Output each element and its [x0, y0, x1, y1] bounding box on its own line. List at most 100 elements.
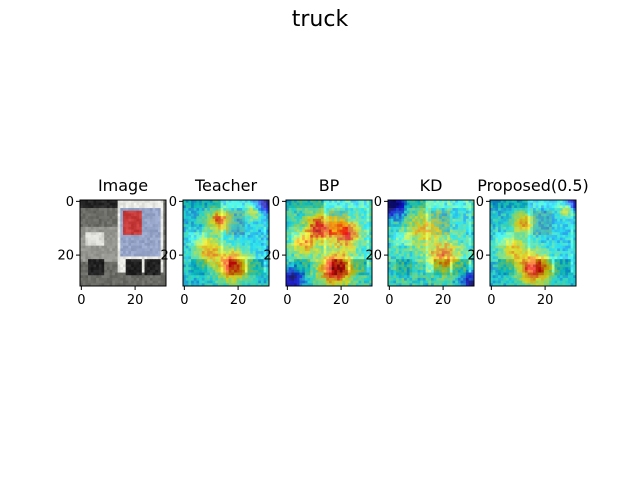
heatmap-cell	[508, 202, 512, 206]
heatmap-cell	[141, 218, 145, 222]
heatmap-cell	[369, 275, 373, 279]
heatmap-cell	[90, 202, 94, 206]
heatmap-cell	[288, 229, 292, 233]
heatmap-cell	[296, 205, 300, 209]
heatmap-cell	[543, 232, 547, 236]
heatmap-cell	[201, 232, 205, 236]
heatmap-cell	[96, 272, 100, 276]
heatmap-cell	[455, 283, 459, 287]
heatmap-cell	[101, 243, 105, 247]
heatmap-cell	[567, 237, 571, 241]
heatmap-cell	[406, 213, 410, 217]
heatmap-cell	[527, 240, 531, 244]
heatmap-cell	[498, 253, 502, 257]
heatmap-cell	[220, 261, 224, 265]
heatmap-cell	[98, 253, 102, 257]
heatmap-cell	[398, 248, 402, 252]
heatmap-cell	[334, 267, 338, 271]
heatmap-cell	[355, 208, 359, 212]
heatmap-cell	[573, 216, 577, 220]
heatmap-cell	[428, 251, 432, 255]
heatmap-cell	[258, 218, 262, 222]
heatmap-cell	[353, 267, 357, 271]
heatmap-cell	[147, 269, 151, 273]
heatmap-cell	[546, 248, 550, 252]
heatmap-cell	[565, 210, 569, 214]
heatmap-cell	[128, 221, 132, 225]
heatmap-cell	[263, 205, 267, 209]
heatmap-cell	[101, 229, 105, 233]
heatmap-cell	[436, 275, 440, 279]
heatmap-cell	[239, 243, 243, 247]
heatmap-cell	[522, 240, 526, 244]
heatmap-cell	[431, 232, 435, 236]
heatmap-cell	[242, 269, 246, 273]
heatmap-cell	[136, 248, 140, 252]
heatmap-cell	[412, 218, 416, 222]
heatmap-cell	[366, 261, 370, 265]
heatmap-cell	[562, 224, 566, 228]
heatmap-cell	[296, 253, 300, 257]
heatmap-cell	[503, 243, 507, 247]
heatmap-cell	[527, 259, 531, 263]
heatmap-cell	[503, 202, 507, 206]
heatmap-cell	[398, 232, 402, 236]
heatmap-cell	[546, 218, 550, 222]
heatmap-cell	[331, 224, 335, 228]
heatmap-cell	[101, 256, 105, 260]
heatmap-cell	[220, 205, 224, 209]
heatmap-cell	[535, 243, 539, 247]
heatmap-cell	[163, 272, 167, 276]
heatmap-cell	[318, 202, 322, 206]
heatmap-cell	[361, 229, 365, 233]
heatmap-cell	[288, 218, 292, 222]
heatmap-cell	[80, 237, 84, 241]
heatmap-cell	[388, 229, 392, 233]
heatmap-cell	[500, 213, 504, 217]
heatmap-cell	[160, 216, 164, 220]
heatmap-cell	[255, 269, 259, 273]
heatmap-cell	[471, 226, 475, 230]
heatmap-cell	[417, 267, 421, 271]
heatmap-cell	[155, 261, 159, 265]
heatmap-cell	[236, 261, 240, 265]
heatmap-cell	[514, 240, 518, 244]
heatmap-cell	[88, 210, 92, 214]
heatmap-cell	[315, 200, 319, 204]
heatmap-cell	[141, 272, 145, 276]
heatmap-cell	[363, 205, 367, 209]
heatmap-cell	[366, 251, 370, 255]
heatmap-cell	[342, 205, 346, 209]
heatmap-cell	[353, 253, 357, 257]
heatmap-cell	[196, 267, 200, 271]
heatmap-cell	[231, 210, 235, 214]
heatmap-cell	[193, 256, 197, 260]
heatmap-cell	[412, 269, 416, 273]
heatmap-cell	[431, 259, 435, 263]
heatmap-cell	[160, 248, 164, 252]
heatmap-cell	[120, 208, 124, 212]
heatmap-cell	[106, 261, 110, 265]
heatmap-cell	[463, 275, 467, 279]
heatmap-cell	[98, 218, 102, 222]
heatmap-cell	[228, 202, 232, 206]
heatmap-cell	[147, 205, 151, 209]
heatmap-cell	[196, 224, 200, 228]
heatmap-cell	[155, 226, 159, 230]
heatmap-cell	[422, 261, 426, 265]
heatmap-cell	[401, 267, 405, 271]
heatmap-cell	[460, 243, 464, 247]
heatmap-cell	[329, 218, 333, 222]
heatmap-cell	[247, 261, 251, 265]
heatmap-cell	[160, 234, 164, 238]
heatmap-cell	[339, 259, 343, 263]
heatmap-cell	[519, 210, 523, 214]
heatmap-cell	[390, 283, 394, 287]
heatmap-cell	[433, 218, 437, 222]
heatmap-cell	[183, 200, 187, 204]
heatmap-cell	[559, 205, 563, 209]
heatmap-cell	[163, 243, 167, 247]
heatmap-cell	[101, 205, 105, 209]
heatmap-cell	[433, 202, 437, 206]
